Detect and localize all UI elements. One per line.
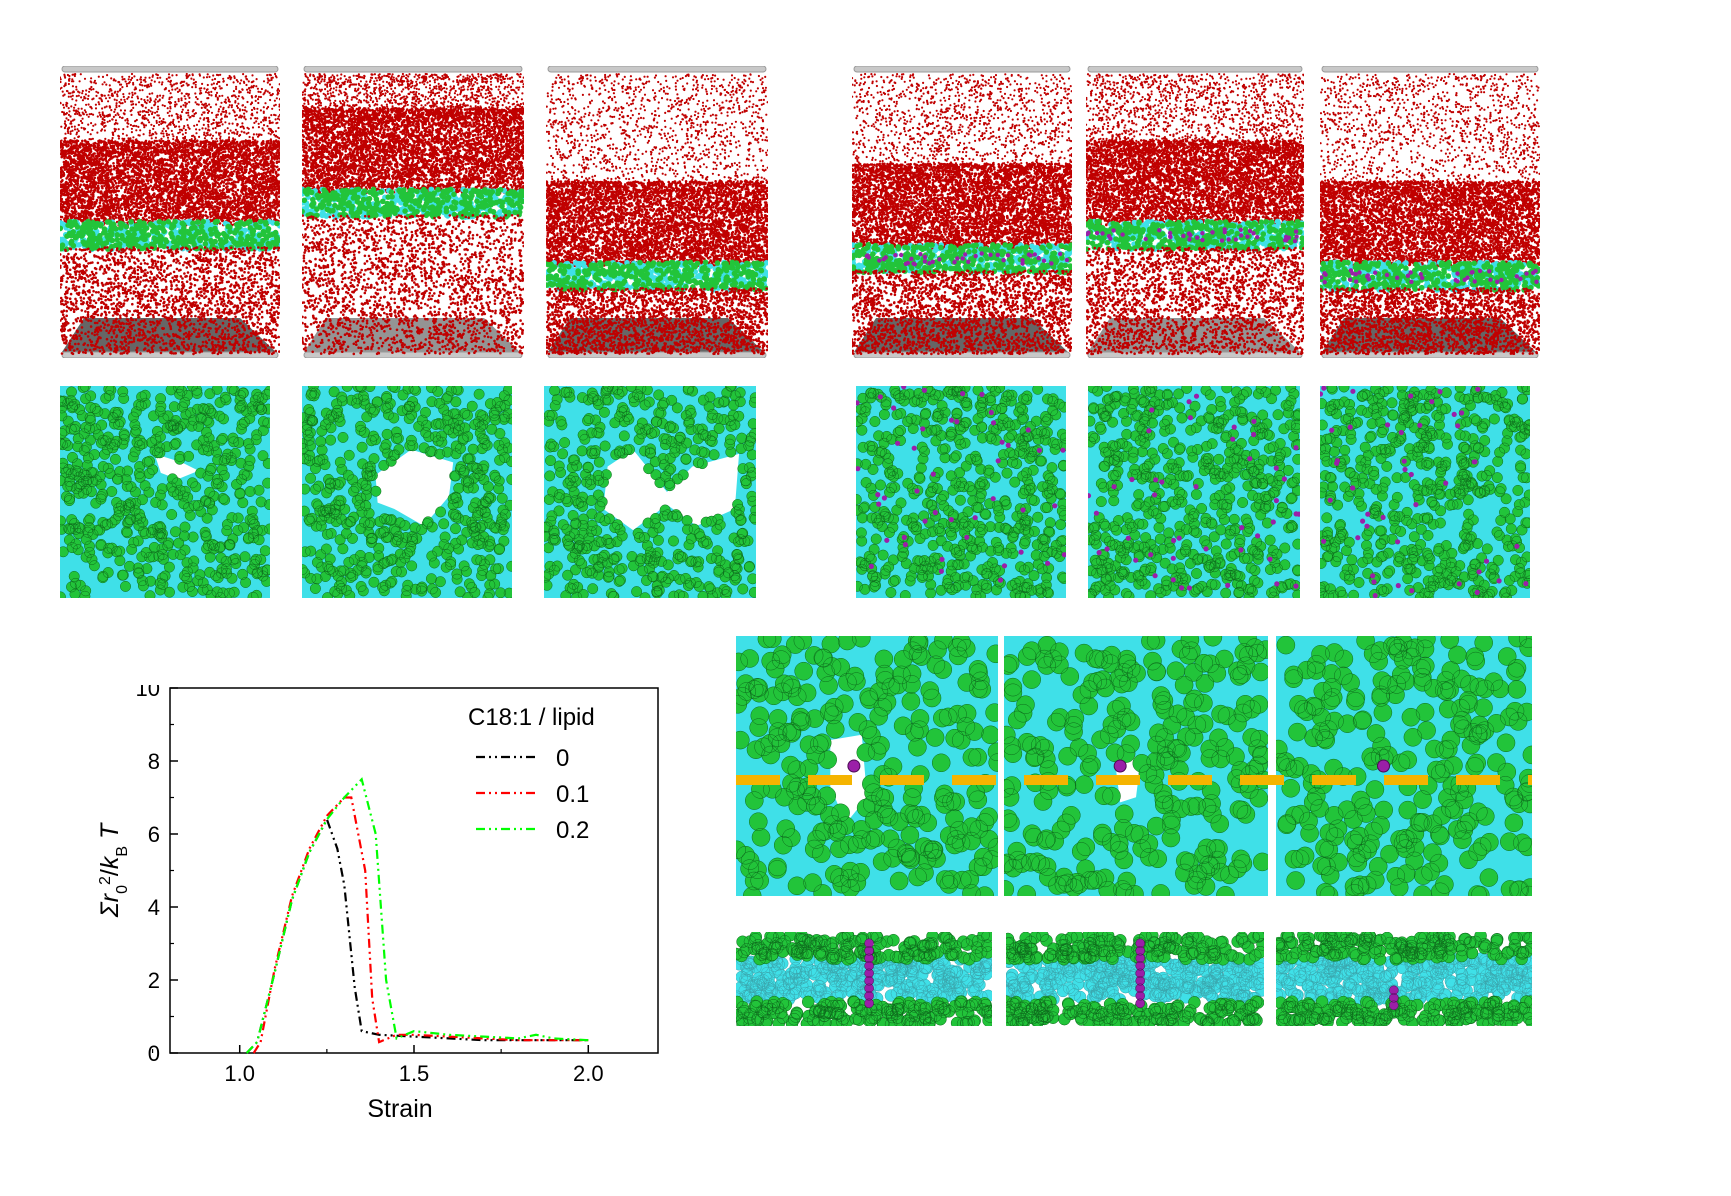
x-tick-label: 1.0 [224, 1061, 255, 1086]
top-view-0 [60, 386, 270, 598]
cut-line [736, 775, 1532, 785]
side-view-oleic-b [1086, 66, 1304, 358]
top-view-oleic-c [1320, 386, 1530, 598]
side-view-0.2 [546, 66, 768, 358]
y-axis-label: Σr02/kB T [96, 822, 131, 918]
y-tick-label: 8 [148, 749, 160, 774]
side-view-0 [60, 66, 280, 358]
plot-frame [170, 688, 658, 1053]
top-view-oleic-a [856, 386, 1066, 598]
legend-title: C18:1 / lipid [468, 704, 595, 731]
x-axis-label: Strain [367, 1095, 432, 1123]
slice-view-c [1276, 932, 1532, 1026]
series-line-0.2 [247, 779, 589, 1053]
side-view-oleic-c [1320, 66, 1540, 358]
series-line-0 [247, 819, 589, 1053]
top-view-0.2 [544, 386, 756, 598]
side-view-0.1 [302, 66, 524, 358]
series-line-0.1 [254, 798, 589, 1054]
top-view-oleic-b [1088, 386, 1300, 598]
legend-entry: 0.1 [556, 781, 589, 808]
x-tick-label: 2.0 [573, 1061, 604, 1086]
side-view-oleic-a [852, 66, 1072, 358]
y-tick-label: 10 [136, 685, 160, 701]
zoom-view-c [1276, 636, 1532, 896]
slice-view-a [736, 932, 992, 1026]
y-tick-label: 0 [148, 1041, 160, 1066]
legend-entry: 0 [556, 745, 569, 772]
zoom-view-b [1004, 636, 1268, 896]
strain-chart: 1.0 1.5 2.0 0 2 4 6 8 10 Σr02/kB T C18:1 / lipid … [90, 685, 750, 1185]
y-tick-label: 2 [148, 968, 160, 993]
y-tick-label: 4 [148, 895, 160, 920]
x-tick-label: 1.5 [399, 1061, 430, 1086]
top-view-0.1 [302, 386, 512, 598]
zoom-view-a [736, 636, 998, 896]
legend-entry: 0.2 [556, 817, 589, 844]
y-tick-label: 6 [148, 822, 160, 847]
slice-view-b [1006, 932, 1264, 1026]
